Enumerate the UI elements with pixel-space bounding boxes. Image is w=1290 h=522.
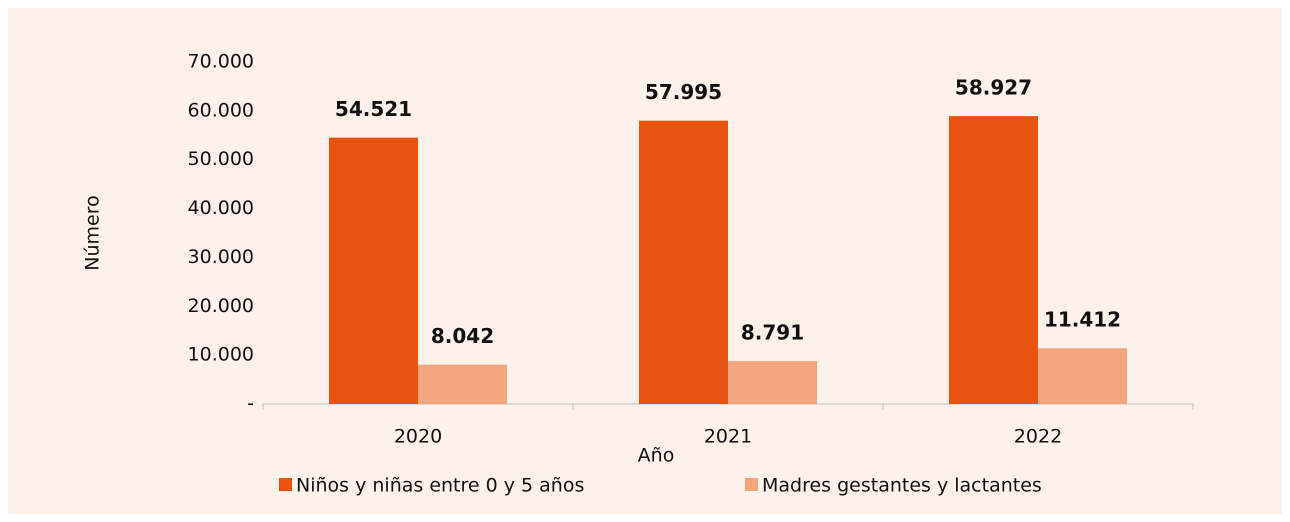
- legend-label: Madres gestantes y lactantes: [762, 475, 1042, 497]
- legend-label: Niños y niñas entre 0 y 5 años: [296, 475, 584, 497]
- value-label: 57.995: [645, 80, 722, 104]
- value-label: 54.521: [335, 97, 412, 121]
- y-tick-label: 10.000: [188, 344, 254, 366]
- y-tick-label: 60.000: [188, 99, 254, 121]
- value-label: 11.412: [1044, 308, 1121, 332]
- y-tick-label: 40.000: [188, 197, 254, 219]
- value-label: 8.791: [741, 321, 804, 345]
- bar: [1038, 348, 1127, 404]
- y-tick-label: 20.000: [188, 295, 254, 317]
- bar: [418, 364, 507, 404]
- bar: [728, 361, 817, 404]
- x-tick-label: 2021: [704, 426, 752, 448]
- x-tick-label: 2022: [1014, 426, 1062, 448]
- x-tick-label: 2020: [394, 426, 442, 448]
- value-label: 58.927: [955, 76, 1032, 100]
- legend-swatch: [745, 478, 758, 491]
- bar: [949, 116, 1038, 404]
- bar: [639, 120, 728, 404]
- y-tick-label: 30.000: [188, 246, 254, 268]
- legend-swatch: [279, 478, 292, 491]
- x-axis-label: Año: [638, 445, 675, 467]
- y-tick-label: 50.000: [188, 148, 254, 170]
- bar: [329, 137, 418, 404]
- y-axis-label: Número: [82, 195, 104, 270]
- y-tick-label: 70.000: [188, 51, 254, 73]
- y-tick-label: -: [247, 393, 254, 415]
- value-label: 8.042: [431, 324, 494, 348]
